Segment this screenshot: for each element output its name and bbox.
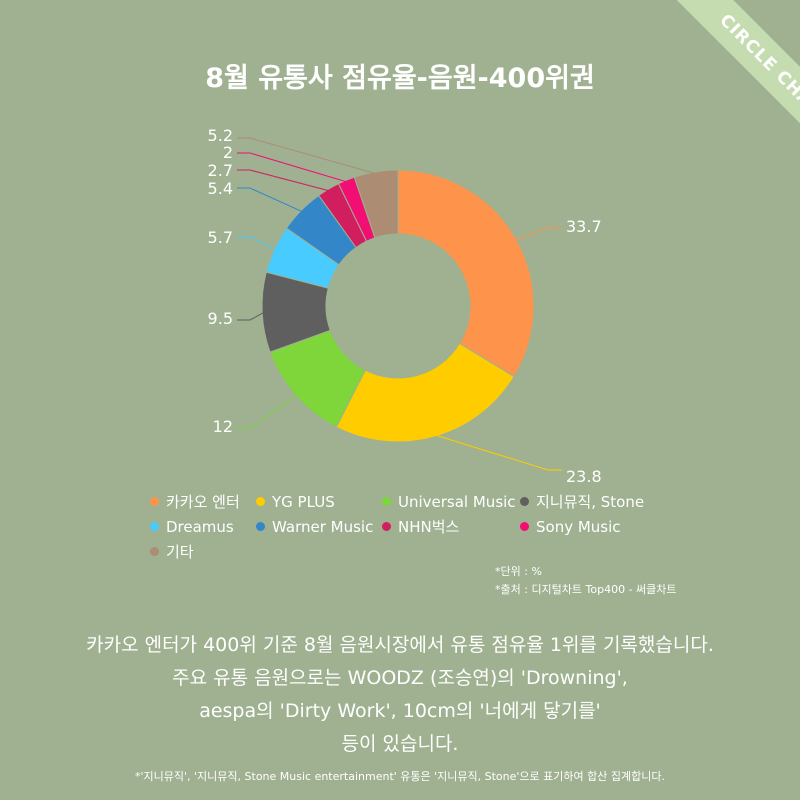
leader-line-3 (237, 311, 265, 321)
legend-item: 카카오 엔터 (150, 492, 256, 511)
leader-line-5 (237, 187, 303, 213)
source-note: *출처 : 디지털차트 Top400 - 써클차트 (495, 583, 677, 596)
legend-swatch (520, 497, 529, 506)
slice-1 (335, 342, 515, 443)
footnote: *'지니뮤직', '지니뮤직, Stone Music entertainmen… (135, 770, 665, 783)
leader-line-0 (514, 227, 562, 241)
legend-label: YG PLUS (272, 492, 335, 511)
description-line: aespa의 'Dirty Work', 10cm의 '너에게 닿기를' (199, 700, 601, 722)
legend-item: 지니뮤직, Stone (520, 492, 670, 511)
leader-line-6 (237, 169, 330, 192)
data-label-7: 2 (223, 143, 233, 162)
slice-8 (353, 169, 399, 239)
data-label-8: 5.2 (208, 126, 233, 145)
legend-label: 기타 (166, 543, 194, 561)
data-label-4: 5.7 (208, 228, 233, 247)
description-line: 카카오 엔터가 400위 기준 8월 음원시장에서 유통 점유율 1위를 기록했… (86, 634, 714, 656)
data-label-0: 33.7 (566, 217, 602, 236)
leader-line-2 (237, 394, 298, 429)
description-line: 주요 유통 음원으로는 WOODZ (조승연)의 'Drowning', (172, 667, 628, 689)
legend-item: YG PLUS (256, 492, 382, 511)
legend-label: Warner Music (272, 517, 374, 536)
legend-label: 카카오 엔터 (166, 493, 240, 511)
unit-note: *단위 : % (495, 565, 542, 578)
chart-legend: 카카오 엔터 YG PLUS Universal Music 지니뮤직, Stone D… (150, 492, 670, 561)
legend-swatch (150, 547, 159, 556)
description-line: 등이 있습니다. (341, 733, 459, 755)
legend-swatch (520, 522, 529, 531)
leader-line-7 (237, 152, 348, 183)
legend-item: Dreamus (150, 517, 256, 536)
data-label-5: 5.4 (208, 179, 233, 198)
legend-item: 기타 (150, 542, 256, 561)
description: 카카오 엔터가 400위 기준 8월 음원시장에서 유통 점유율 1위를 기록했… (0, 629, 800, 761)
legend-label: 지니뮤직, Stone (536, 493, 645, 511)
legend-item: NHN벅스 (382, 517, 520, 536)
legend-item: Warner Music (256, 517, 382, 536)
data-label-3: 9.5 (208, 309, 233, 328)
legend-swatch (256, 497, 265, 506)
leader-line-8 (237, 137, 377, 175)
legend-label: Dreamus (166, 517, 234, 536)
data-label-2: 12 (213, 417, 233, 436)
data-label-6: 2.7 (208, 161, 233, 180)
legend-swatch (382, 497, 391, 506)
legend-label: Universal Music (398, 492, 516, 511)
leader-line-4 (237, 236, 277, 251)
legend-label: NHN벅스 (398, 518, 460, 536)
legend-swatch (150, 522, 159, 531)
chart-title: 8월 유통사 점유율-음원-400위권 (205, 63, 595, 94)
legend-item: Sony Music (520, 517, 670, 536)
data-label-1: 23.8 (566, 467, 602, 486)
legend-label: Sony Music (536, 517, 621, 536)
slice-0 (397, 169, 535, 378)
legend-swatch (382, 522, 391, 531)
leader-line-1 (434, 434, 562, 471)
chart-notes: *단위 : % *출처 : 디지털차트 Top400 - 써클차트 (495, 563, 677, 599)
legend-item: Universal Music (382, 492, 520, 511)
legend-swatch (150, 497, 159, 506)
legend-swatch (256, 522, 265, 531)
